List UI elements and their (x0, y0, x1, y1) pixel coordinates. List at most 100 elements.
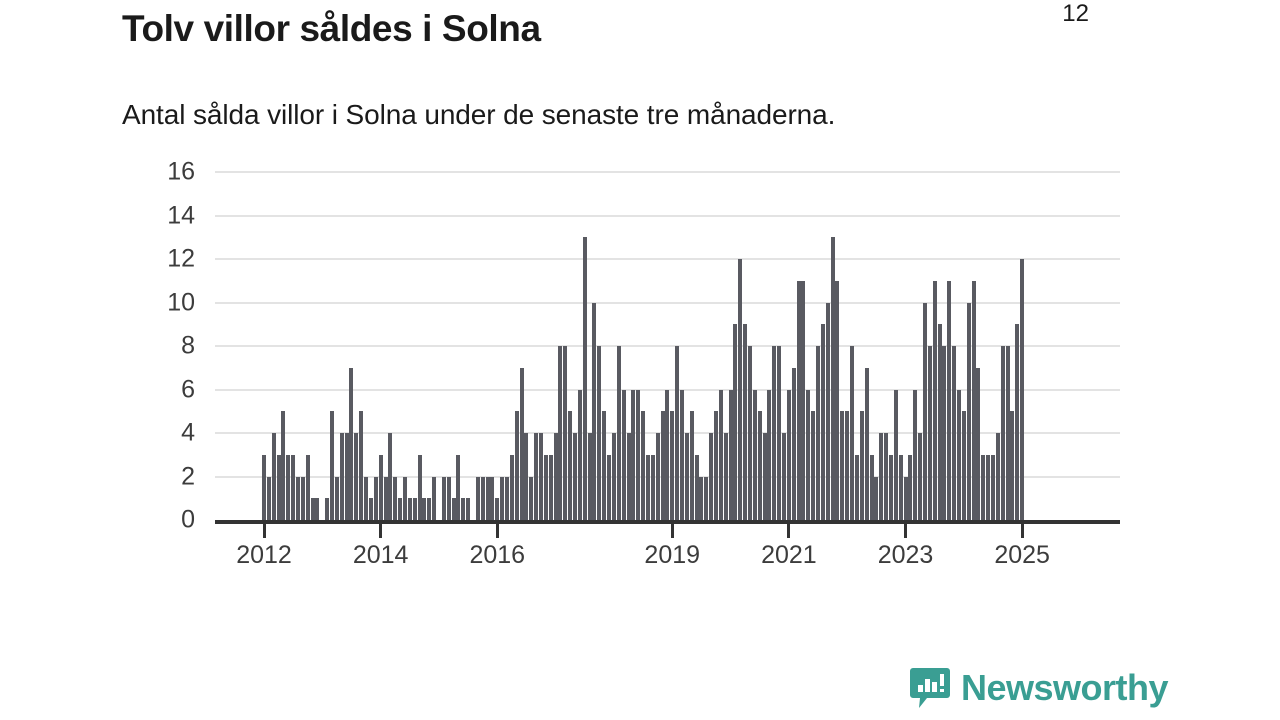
bar (636, 389, 641, 520)
bar (825, 302, 830, 520)
bar (607, 454, 612, 520)
bar (412, 498, 417, 520)
bar (713, 411, 718, 520)
bar (908, 454, 913, 520)
y-axis-tick-label: 16 (167, 157, 195, 186)
bar (359, 411, 364, 520)
bar (932, 280, 937, 520)
bar (699, 476, 704, 520)
bar (854, 454, 859, 520)
bar (305, 454, 310, 520)
bar (738, 259, 743, 520)
speech-bubble-bar-chart-icon (909, 668, 950, 708)
bar (704, 476, 709, 520)
bar (587, 433, 592, 520)
bar (330, 411, 335, 520)
bar (772, 346, 777, 520)
bar (286, 454, 291, 520)
y-axis-tick-label: 0 (181, 505, 195, 534)
bar (757, 411, 762, 520)
bar (762, 433, 767, 520)
bar (398, 498, 403, 520)
bar (927, 346, 932, 520)
bar (835, 280, 840, 520)
x-axis-tick (787, 524, 791, 538)
bar (456, 454, 461, 520)
x-axis-tick-label: 2019 (644, 541, 701, 569)
bar (782, 433, 787, 520)
bar (1015, 324, 1020, 520)
newsworthy-logo: Newsworthy (909, 666, 1169, 710)
bar (991, 454, 995, 520)
y-axis-tick-label: 10 (167, 288, 195, 316)
highlighted-value-label: 12 (1062, 0, 1089, 27)
bar (981, 454, 986, 520)
bar (373, 476, 378, 520)
bar (417, 454, 422, 520)
bar (786, 389, 791, 520)
bar (859, 411, 864, 520)
x-axis-tick (670, 524, 674, 538)
bar (645, 454, 650, 520)
logo-text: Newsworthy (960, 667, 1169, 708)
x-axis-tick-label: 2016 (469, 541, 526, 569)
bar (995, 433, 1000, 520)
bar (986, 454, 991, 520)
y-axis-tick-label: 2 (181, 462, 195, 490)
bar (524, 433, 529, 520)
bar (466, 498, 471, 520)
bar (291, 454, 296, 520)
bar (684, 433, 689, 520)
bar (679, 389, 684, 520)
bar (718, 389, 723, 520)
gridline (215, 171, 1120, 173)
bar (281, 411, 286, 520)
bar (519, 367, 524, 520)
x-axis-tick-label: 2025 (994, 541, 1050, 569)
bar (884, 433, 889, 520)
bar (952, 346, 957, 520)
bar (276, 454, 281, 520)
bar (558, 346, 563, 520)
bar (262, 454, 266, 520)
bar (845, 411, 850, 520)
bar (407, 498, 412, 520)
bar (947, 280, 952, 520)
bar (1010, 411, 1015, 520)
x-axis-tick (1020, 524, 1024, 538)
bar (893, 389, 898, 520)
bar (840, 411, 845, 520)
gridline (215, 301, 1120, 304)
bar (922, 302, 927, 520)
x-axis-tick-label: 2014 (352, 541, 409, 569)
bar (446, 476, 451, 520)
bar (344, 433, 349, 520)
bar (300, 476, 305, 520)
bar (971, 280, 976, 520)
x-axis-line (215, 520, 1120, 524)
bar (514, 411, 519, 520)
gridline (215, 214, 1120, 217)
y-axis-tick-label: 14 (167, 201, 195, 229)
bar (451, 498, 456, 520)
page-title: Tolv villor såldes i Solna (122, 8, 541, 49)
bar (402, 476, 407, 520)
bar (820, 324, 825, 520)
bar (616, 346, 621, 520)
bar (592, 302, 597, 520)
bar (655, 433, 660, 520)
bar (748, 346, 752, 520)
bar (626, 433, 631, 520)
bar (563, 346, 568, 520)
bar (543, 454, 548, 520)
x-axis-tick (495, 524, 499, 538)
bar (1005, 346, 1010, 520)
x-axis-tick (904, 524, 908, 538)
gridline (215, 258, 1120, 260)
bar (767, 389, 772, 520)
x-axis-tick-label: 2021 (761, 541, 817, 569)
bar (956, 389, 961, 520)
bar (694, 454, 699, 520)
